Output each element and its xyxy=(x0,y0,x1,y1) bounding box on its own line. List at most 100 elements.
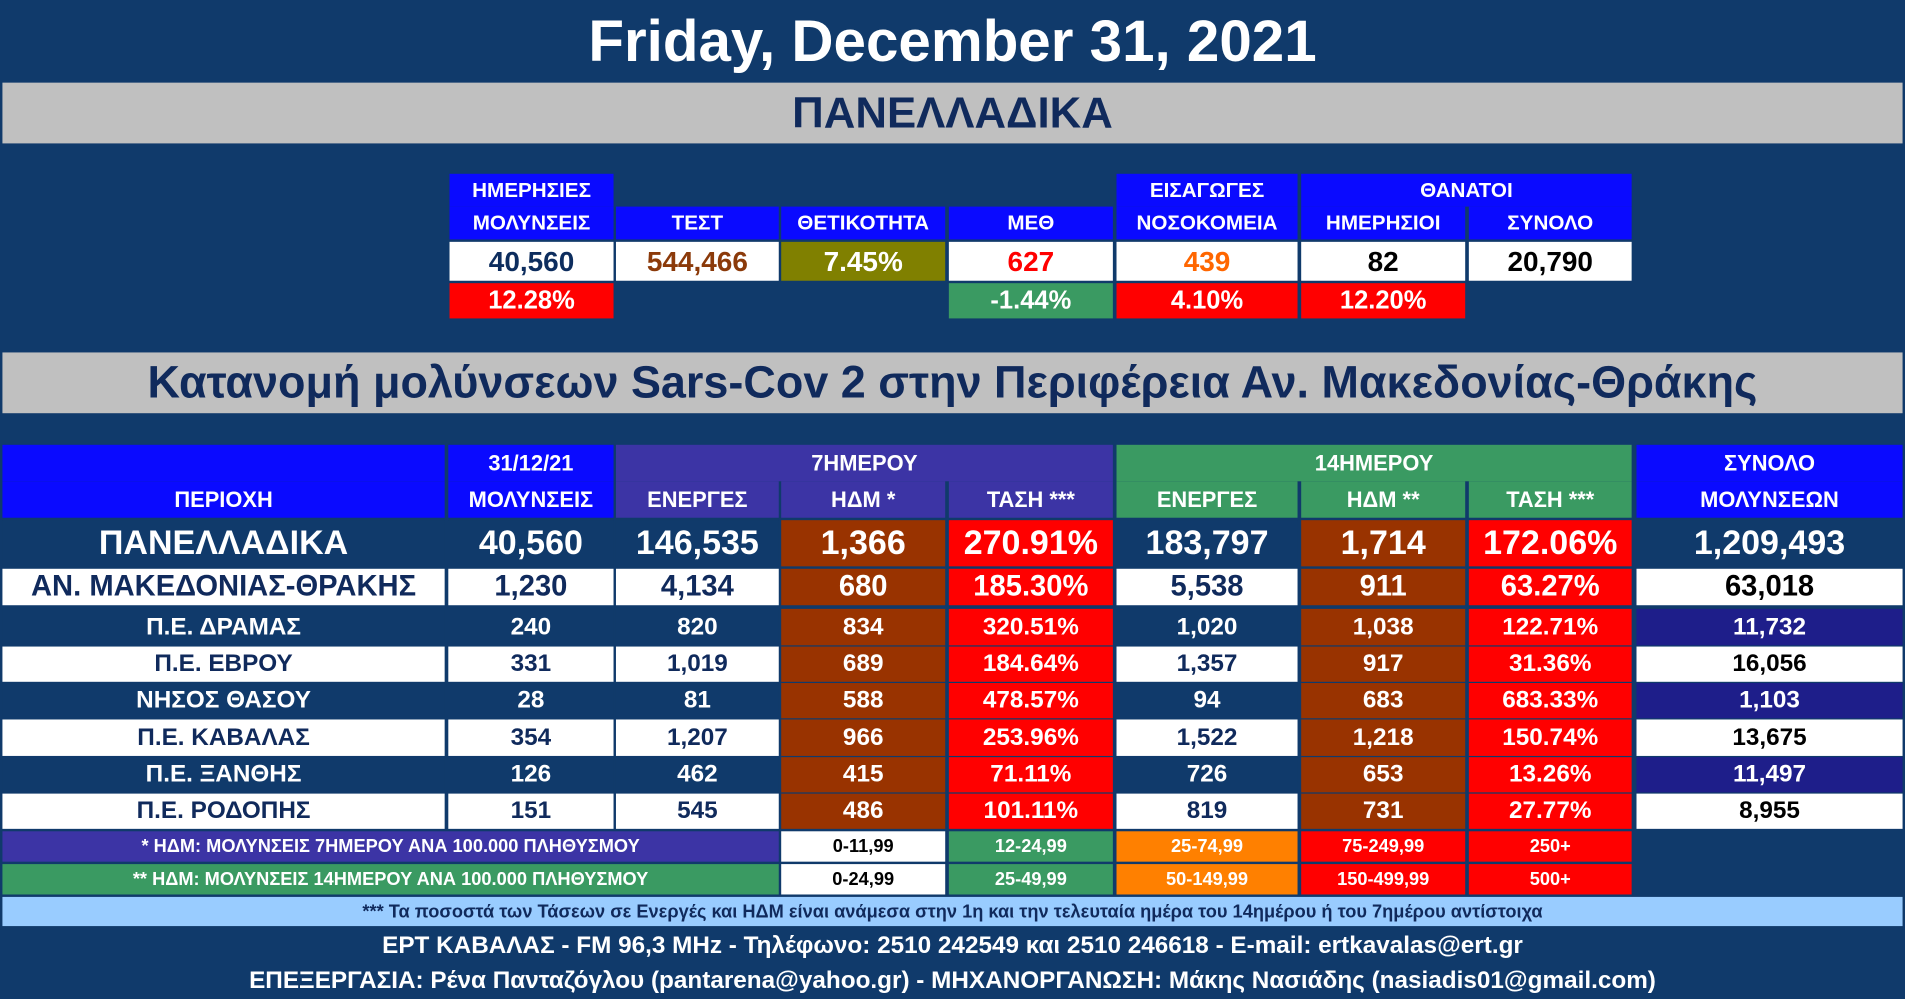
data-cell: 172.06% xyxy=(1468,520,1632,567)
header-cell xyxy=(2,444,445,482)
data-cell: 126 xyxy=(448,757,614,793)
data-cell: 151 xyxy=(448,793,614,829)
data-cell: 653 xyxy=(1301,757,1466,793)
legend-range: 12-24,99 xyxy=(948,831,1113,862)
data-cell: 16,056 xyxy=(1636,646,1903,682)
data-cell: 726 xyxy=(1116,757,1298,793)
section-band: Κατανομή μολύνσεων Sars-Cov 2 στην Περιφ… xyxy=(2,352,1903,414)
region-cell: Π.Ε. ΔΡΑΜΑΣ xyxy=(2,608,445,646)
data-cell: 486 xyxy=(781,793,946,829)
region-cell: Π.Ε. ΡΟΔΟΠΗΣ xyxy=(2,793,445,829)
data-cell: 683.33% xyxy=(1468,683,1632,719)
legend-range: 0-11,99 xyxy=(781,831,946,862)
data-cell: 819 xyxy=(1116,793,1298,829)
region-cell: Π.Ε. ΚΑΒΑΛΑΣ xyxy=(2,719,445,756)
data-cell: 253.96% xyxy=(948,719,1113,756)
data-cell: 680 xyxy=(781,568,946,606)
header-cell: 31/12/21 xyxy=(448,444,614,482)
data-cell: 1,357 xyxy=(1116,646,1298,682)
data-cell: 63.27% xyxy=(1468,568,1632,606)
data-cell: 731 xyxy=(1301,793,1466,829)
header-cell: ΝΟΣΟΚΟΜΕΙΑ xyxy=(1116,206,1298,240)
data-cell: 270.91% xyxy=(948,520,1113,567)
data-cell: 146,535 xyxy=(615,520,779,567)
data-cell: 31.36% xyxy=(1468,646,1632,682)
data-cell: 1,207 xyxy=(615,719,779,756)
data-cell: 1,366 xyxy=(781,520,946,567)
data-cell: 415 xyxy=(781,757,946,793)
data-cell: 183,797 xyxy=(1116,520,1298,567)
data-cell: 1,019 xyxy=(615,646,779,682)
header-cell: ΜΟΛΥΝΣΕΙΣ xyxy=(448,481,614,518)
legend-range: 50-149,99 xyxy=(1116,864,1298,895)
data-cell: 13,675 xyxy=(1636,719,1903,756)
value-cell: 439 xyxy=(1116,241,1298,281)
data-cell: 27.77% xyxy=(1468,793,1632,829)
change-cell: 12.20% xyxy=(1301,283,1466,319)
data-cell: 1,218 xyxy=(1301,719,1466,756)
header-cell: ΕΙΣΑΓΩΓΕΣ xyxy=(1116,173,1298,207)
data-cell: 63,018 xyxy=(1636,568,1903,606)
value-cell: 20,790 xyxy=(1468,241,1632,281)
data-cell: 966 xyxy=(781,719,946,756)
data-cell: 11,497 xyxy=(1636,757,1903,793)
region-cell: ΠΑΝΕΛΛΑΔΙΚΑ xyxy=(2,520,445,567)
value-cell: 82 xyxy=(1301,241,1466,281)
legend-range: 0-24,99 xyxy=(781,864,946,895)
footer-line: ΕΠΕΞΕΡΓΑΣΙΑ: Ρένα Πανταζόγλου (pantarena… xyxy=(249,966,1656,994)
header-cell: ΗΔΜ * xyxy=(781,481,946,518)
header-cell: ΤΑΣΗ *** xyxy=(948,481,1113,518)
data-cell: 354 xyxy=(448,719,614,756)
region-cell: Π.Ε. ΕΒΡΟΥ xyxy=(2,646,445,682)
legend-label: ** ΗΔΜ: ΜΟΛΥΝΣΕΙΣ 14ΗΜΕΡΟΥ ΑΝΑ 100.000 Π… xyxy=(2,864,779,895)
data-cell: 4,134 xyxy=(615,568,779,606)
header-cell: ΕΝΕΡΓΕΣ xyxy=(1116,481,1298,518)
value-cell: 627 xyxy=(948,241,1113,281)
legend-range: 75-249,99 xyxy=(1301,831,1466,862)
legend-range: 500+ xyxy=(1468,864,1632,895)
data-cell: 122.71% xyxy=(1468,608,1632,646)
header-cell: ΗΜΕΡΗΣΙΟΙ xyxy=(1301,206,1466,240)
data-cell: 1,230 xyxy=(448,568,614,606)
data-cell: 5,538 xyxy=(1116,568,1298,606)
header-cell: ΜΕΘ xyxy=(948,206,1113,240)
header-cell: ΠΕΡΙΟΧΗ xyxy=(2,481,445,518)
change-cell: -1.44% xyxy=(948,283,1113,319)
data-cell: 320.51% xyxy=(948,608,1113,646)
data-cell: 40,560 xyxy=(448,520,614,567)
legend-range: 25-49,99 xyxy=(948,864,1113,895)
value-cell: 40,560 xyxy=(449,241,614,281)
header-cell: ΣΥΝΟΛΟ xyxy=(1468,206,1632,240)
data-cell: 462 xyxy=(615,757,779,793)
legend-range: 250+ xyxy=(1468,831,1632,862)
change-cell: 12.28% xyxy=(449,283,614,319)
header-cell: ΘΕΤΙΚΟΤΗΤΑ xyxy=(781,206,946,240)
data-cell: 331 xyxy=(448,646,614,682)
data-cell: 71.11% xyxy=(948,757,1113,793)
change-cell: 4.10% xyxy=(1116,283,1298,319)
footer-line: ΕΡΤ ΚΑΒΑΛΑΣ - FM 96,3 MHz - Τηλέφωνο: 25… xyxy=(382,932,1523,959)
data-cell: 1,020 xyxy=(1116,608,1298,646)
data-cell: 101.11% xyxy=(948,793,1113,829)
legend-label: * ΗΔΜ: ΜΟΛΥΝΣΕΙΣ 7ΗΜΕΡΟΥ ΑΝΑ 100.000 ΠΛΗ… xyxy=(2,831,779,862)
data-cell: 1,209,493 xyxy=(1636,520,1903,567)
data-cell: 185.30% xyxy=(948,568,1113,606)
title: Friday, December 31, 2021 xyxy=(588,9,1317,74)
data-cell: 184.64% xyxy=(948,646,1113,682)
legend-range: 150-499,99 xyxy=(1301,864,1466,895)
data-cell: 81 xyxy=(615,683,779,719)
header-cell: ΣΥΝΟΛΟ xyxy=(1636,444,1903,482)
data-cell: 689 xyxy=(781,646,946,682)
data-cell: 150.74% xyxy=(1468,719,1632,756)
data-cell: 11,732 xyxy=(1636,608,1903,646)
data-cell: 94 xyxy=(1116,683,1298,719)
region-cell: ΝΗΣΟΣ ΘΑΣΟΥ xyxy=(2,683,445,719)
footnote: *** Τα ποσοστά των Τάσεων σε Ενεργές και… xyxy=(2,896,1903,927)
header-cell: ΜΟΛΥΝΣΕΙΣ xyxy=(449,206,614,240)
data-cell: 588 xyxy=(781,683,946,719)
data-cell: 820 xyxy=(615,608,779,646)
value-cell: 544,466 xyxy=(615,241,779,281)
data-cell: 834 xyxy=(781,608,946,646)
